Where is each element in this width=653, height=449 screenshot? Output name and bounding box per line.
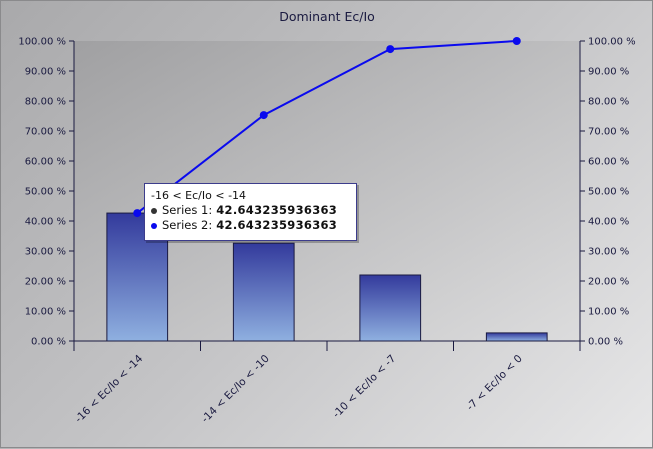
tooltip-category: -16 < Ec/Io < -14 (151, 189, 247, 202)
tooltip-series-1-label: Series 1: (162, 203, 213, 217)
bar-4 (485, 332, 548, 342)
tooltip-series-1-value: 42.643235936363 (216, 203, 338, 217)
y-tick-label-right: 50.00 % (588, 187, 629, 198)
y-tick-label-left: 0.00 % (31, 337, 66, 348)
y-tick-label-right: 40.00 % (588, 217, 629, 228)
series-2-point-1 (133, 209, 142, 218)
category-label-2: -14 < Ec/Io < -10 (199, 353, 272, 426)
series-2-dot-icon (151, 222, 157, 229)
y-tick-label-right: 30.00 % (588, 247, 629, 258)
y-tick-label-right: 70.00 % (588, 127, 629, 138)
series-2-point-2 (259, 111, 268, 120)
y-tick-label-left: 90.00 % (25, 67, 66, 78)
series-2-line (136, 40, 517, 214)
category-label-4: -7 < Ec/Io < 0 (464, 353, 525, 414)
tooltip-series-2-value: 42.643235936363 (216, 218, 338, 232)
series-2-point-3 (386, 45, 395, 54)
y-tick-label-left: 70.00 % (25, 127, 66, 138)
y-tick-label-right: 80.00 % (588, 97, 629, 108)
y-tick-label-right: 60.00 % (588, 157, 629, 168)
y-tick-label-left: 60.00 % (25, 157, 66, 168)
y-tick-label-left: 80.00 % (25, 97, 66, 108)
y-tick-label-right: 90.00 % (588, 67, 629, 78)
bar-2 (232, 242, 295, 342)
y-tick-label-left: 50.00 % (25, 187, 66, 198)
series-2-point-4 (512, 37, 521, 45)
y-tick-label-right: 100.00 % (588, 37, 636, 48)
y-tick-label-left: 30.00 % (25, 247, 66, 258)
y-tick-label-right: 10.00 % (588, 307, 629, 318)
tooltip-series-2-label: Series 2: (162, 218, 213, 232)
chart-tooltip: -16 < Ec/Io < -14 Series 1: 42.643235936… (144, 183, 357, 241)
bar-3 (359, 274, 422, 342)
y-tick-label-left: 10.00 % (25, 307, 66, 318)
category-label-3: -10 < Ec/Io < -7 (330, 353, 398, 421)
category-label-1: -16 < Ec/Io < -14 (73, 352, 146, 425)
y-tick-label-left: 20.00 % (25, 277, 66, 288)
y-tick-label-right: 0.00 % (588, 337, 623, 348)
tooltip-row-series-1: Series 1: 42.643235936363 (151, 203, 350, 218)
y-tick-label-left: 100.00 % (18, 37, 66, 48)
chart-title: Dominant Ec/Io (279, 9, 375, 24)
tooltip-row-series-2: Series 2: 42.643235936363 (151, 218, 350, 233)
y-tick-label-right: 20.00 % (588, 277, 629, 288)
y-tick-label-left: 40.00 % (25, 217, 66, 228)
series-1-dot-icon (151, 207, 157, 214)
